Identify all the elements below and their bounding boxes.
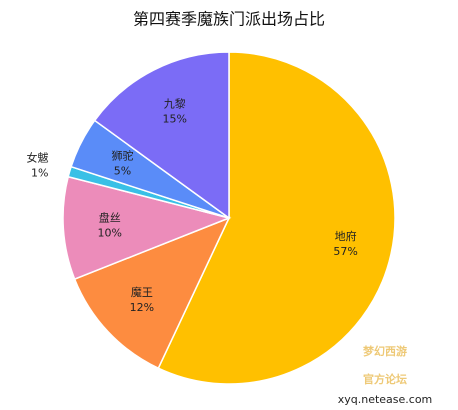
pie-slice — [73, 216, 231, 370]
slice-value-label: 12% — [130, 301, 154, 314]
pie-slice — [62, 175, 232, 281]
slice-label: 狮驼 — [112, 149, 134, 163]
slice-value-label: 15% — [163, 113, 187, 126]
slice-label: 地府 — [335, 229, 357, 243]
slice-label: 女魃 — [26, 151, 48, 165]
slice-value-label: 10% — [97, 227, 121, 240]
chart-title: 第四赛季魔族门派出场占比 — [133, 10, 325, 29]
slice-value-label: 5% — [114, 165, 131, 178]
pie-slice — [157, 51, 396, 385]
slice-value-label: 1% — [31, 167, 48, 180]
watermark-url: xyq.netease.com — [338, 393, 433, 406]
slice-label: 盘丝 — [99, 211, 121, 225]
slice-value-label: 57% — [333, 245, 357, 258]
slice-label: 九黎 — [164, 97, 186, 111]
watermark-subtitle: 官方论坛 — [363, 372, 407, 386]
pie — [62, 51, 396, 385]
slice-label: 魔王 — [131, 285, 153, 299]
watermark-title: 梦幻西游 — [363, 344, 407, 358]
pie-slice — [93, 51, 230, 220]
